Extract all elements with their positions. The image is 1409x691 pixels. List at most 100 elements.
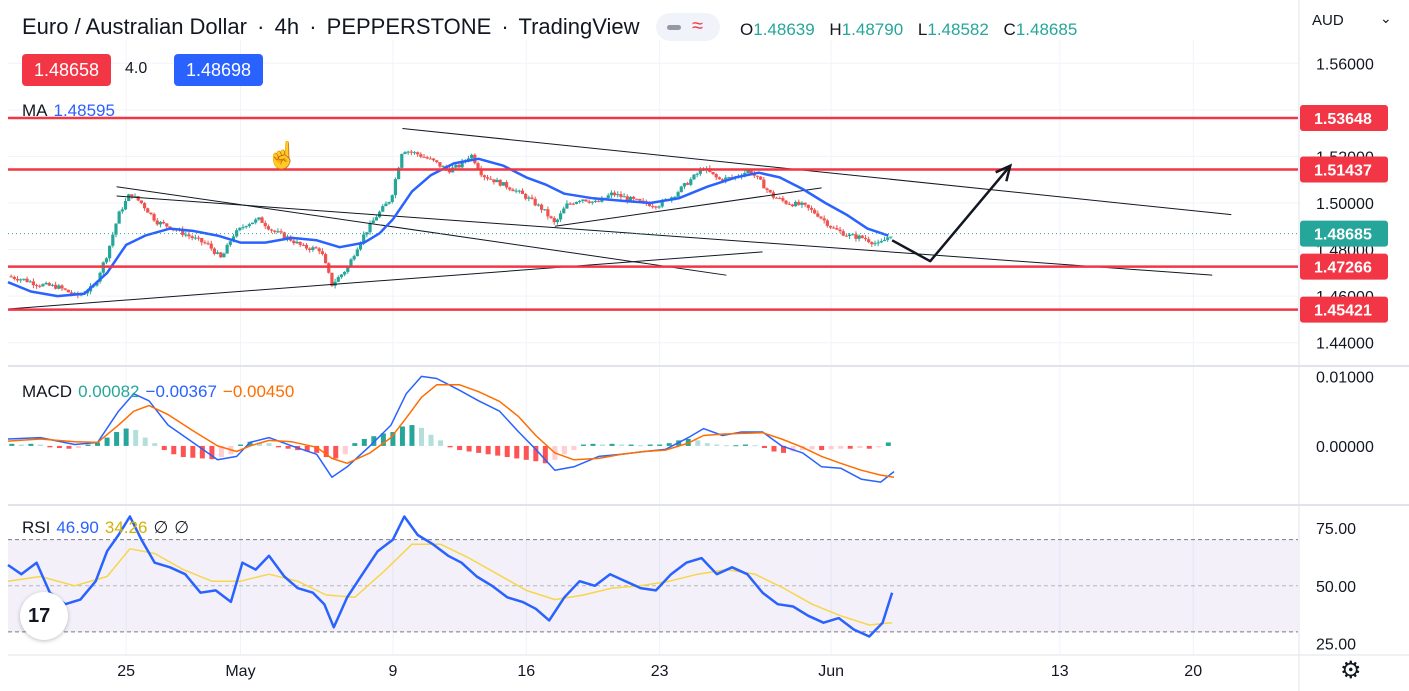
candle-body [530,197,534,199]
time-axis-tick: 25 [117,663,135,680]
rsi-axis-tick: 75.00 [1316,521,1356,538]
indicator-toggle-pill[interactable]: ≈ [656,13,720,41]
candle-body [330,272,334,286]
candle-body [416,152,420,155]
candle-body [231,236,236,242]
ohlc-close-key: C [1003,20,1016,39]
candle-body [212,248,217,254]
candle-body [749,170,753,175]
minus-icon [667,25,681,30]
time-axis-tick: Jun [818,663,844,680]
macd-legend[interactable]: MACD 0.00082 −0.00367 −0.00450 [22,382,300,402]
candle-body [304,244,309,249]
macd-histogram-bar [285,445,291,449]
ma-legend-label: MA [22,101,48,120]
forecast-arrow-path [891,164,1012,263]
ma-legend[interactable]: MA 1.48595 [22,101,121,121]
interval-label[interactable]: 4h [274,14,300,39]
rsi-legend[interactable]: RSI 46.90 34.26 ∅ ∅ [22,518,195,538]
candle-body [130,194,134,198]
candle-body [28,281,32,283]
candle-body [835,228,839,230]
macd-histogram-bar [580,444,586,446]
macd-histogram-bar [85,444,91,446]
candle-body [187,234,191,237]
candle-body [466,158,471,161]
candle-body [886,237,890,240]
macd-histogram-bar [638,445,644,447]
title-separator: · [309,14,317,39]
macd-histogram-bar [495,445,501,456]
macd-histogram-bar [247,441,253,446]
macd-histogram-bar [781,445,787,453]
candle-body [882,239,887,242]
candle-body [368,223,372,233]
candle-body [343,271,347,275]
candle-body [517,190,521,192]
candle-body [873,243,877,245]
candle-body [606,195,610,199]
ohlc-low-key: L [917,20,928,39]
candle-body [870,242,874,245]
candle-body [717,177,721,180]
candle-body [355,249,359,257]
macd-histogram-bar [352,443,358,446]
macd-histogram-bar [161,445,167,451]
macd-histogram-bar [714,444,720,446]
time-axis-tick: 20 [1184,663,1202,680]
candle-body [759,176,763,180]
macd-histogram-bar [761,445,767,449]
candle-body [698,169,702,174]
trendline [402,127,1232,216]
rsi-legend-label: RSI [22,518,51,537]
macd-histogram-bar [361,438,367,446]
macd-histogram-bar [504,445,510,458]
candle-body [390,195,394,202]
macd-histogram-bar [847,445,853,449]
macd-histogram-bar [476,445,482,453]
symbol-name[interactable]: Euro / Australian Dollar [22,14,247,39]
price-axis-tick: 1.44000 [1316,336,1374,353]
macd-histogram-bar [333,445,339,459]
price-axis-tick: 1.50000 [1316,196,1374,213]
macd-histogram-bar [152,443,158,446]
macd-legend-label: MACD [22,382,73,401]
last-price-tag [1300,220,1388,247]
candle-body [879,241,883,243]
candle-body [876,242,880,244]
rsi-ma-line [7,543,893,626]
candle-body [619,194,623,197]
macd-signal-value: −0.00450 [222,382,295,401]
candle-body [797,201,801,205]
candle-body [539,204,544,210]
chevron-down-icon[interactable]: ⌄ [1380,10,1392,26]
title-separator: · [257,14,265,39]
tradingview-logo-icon[interactable]: 17 [20,592,68,640]
sell-button[interactable]: 1.48658 [22,54,112,86]
candle-body [435,160,439,163]
candle-body [327,263,331,273]
candle-body [689,179,693,185]
candle-body [482,175,486,178]
candle-body [727,177,731,179]
candle-body [149,212,153,215]
candle-body [225,244,229,254]
level-price-tag [1300,253,1388,280]
candle-body [247,224,251,227]
ohlc-close-value: 1.48685 [1015,20,1078,39]
trendline [7,251,763,310]
gear-icon[interactable]: ⚙ [1340,657,1362,684]
macd-histogram-bar [723,445,729,447]
candle-body [867,239,871,243]
candle-body [38,285,42,287]
candle-body [632,196,636,199]
candle-body [66,289,70,293]
buy-button[interactable]: 1.48698 [174,54,264,86]
candle-body [695,173,699,175]
candle-body [12,277,16,279]
macd-histogram-bar [28,443,34,446]
macd-histogram-bar [809,445,815,450]
currency-label[interactable]: AUD [1312,12,1344,29]
chart-title: Euro / Australian Dollar · 4h · PEPPERST… [22,14,644,40]
